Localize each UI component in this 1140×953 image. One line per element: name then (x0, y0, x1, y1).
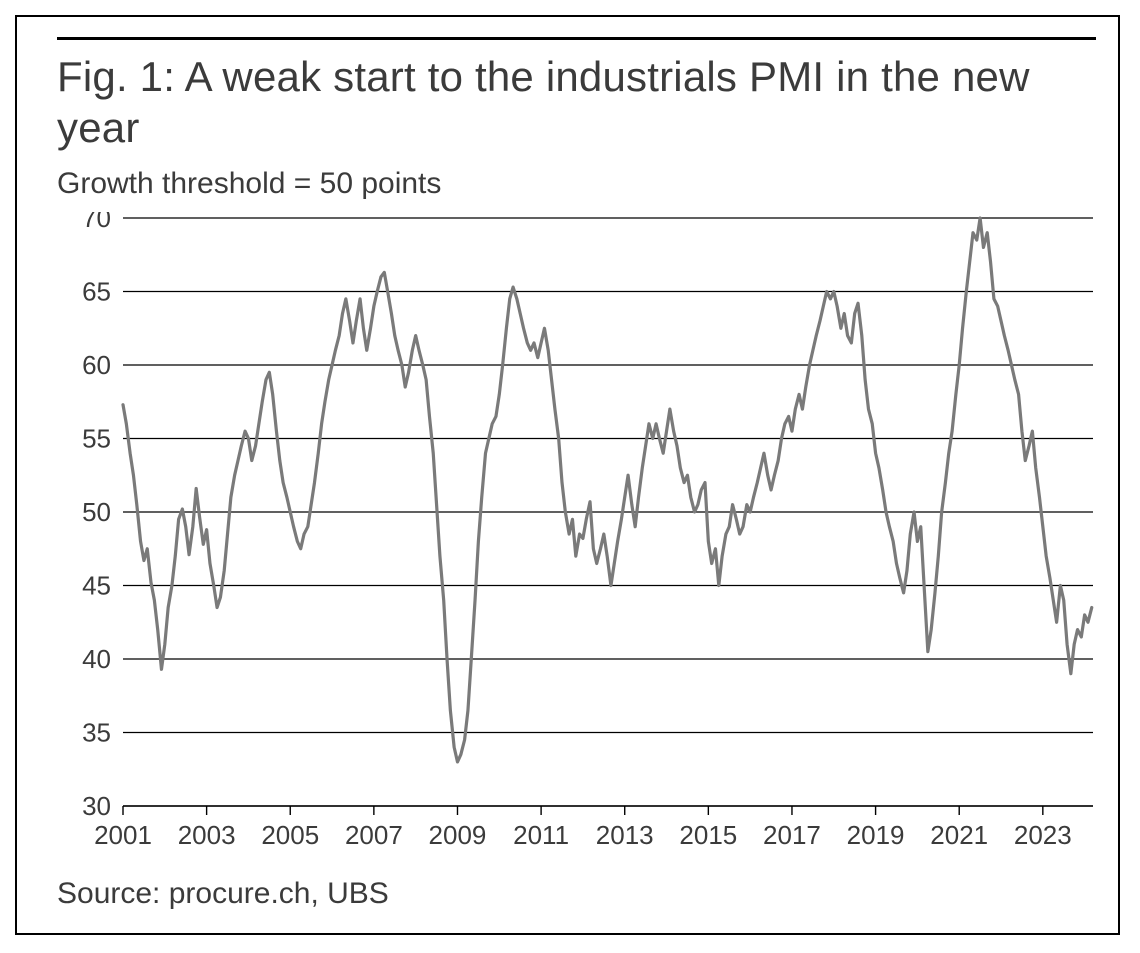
svg-text:65: 65 (82, 277, 111, 307)
svg-text:2003: 2003 (178, 820, 236, 850)
line-chart: 30 35 40 45 50 55 60 65 70 2001 2003 2005 2007 2009 20… (57, 212, 1097, 862)
figure-source: Source: procure.ch, UBS (57, 877, 389, 911)
series-industrials-pmi (123, 218, 1092, 762)
svg-text:2023: 2023 (1014, 820, 1072, 850)
svg-text:2007: 2007 (345, 820, 403, 850)
svg-text:2021: 2021 (930, 820, 988, 850)
svg-text:70: 70 (82, 212, 111, 233)
chart-svg: 30 35 40 45 50 55 60 65 70 2001 2003 2005 2007 2009 20… (57, 212, 1097, 862)
svg-text:30: 30 (82, 791, 111, 821)
svg-text:2009: 2009 (429, 820, 487, 850)
svg-text:2011: 2011 (513, 820, 569, 850)
svg-text:2001: 2001 (94, 820, 152, 850)
svg-text:50: 50 (82, 497, 111, 527)
figure-subtitle: Growth threshold = 50 points (57, 167, 441, 201)
svg-text:2017: 2017 (763, 820, 821, 850)
svg-text:55: 55 (82, 424, 111, 454)
svg-text:45: 45 (82, 571, 111, 601)
figure-frame: Fig. 1: A weak start to the industrials … (15, 15, 1120, 935)
title-rule (57, 37, 1096, 40)
svg-text:40: 40 (82, 644, 111, 674)
svg-text:2015: 2015 (679, 820, 737, 850)
figure-title: Fig. 1: A weak start to the industrials … (57, 51, 1096, 153)
svg-text:2005: 2005 (261, 820, 319, 850)
svg-text:60: 60 (82, 350, 111, 380)
svg-text:35: 35 (82, 718, 111, 748)
svg-text:2013: 2013 (596, 820, 654, 850)
svg-text:2019: 2019 (847, 820, 905, 850)
